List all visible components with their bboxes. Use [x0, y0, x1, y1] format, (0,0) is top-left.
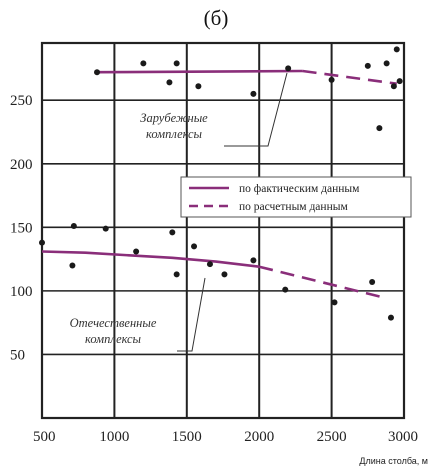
foreign-annotation-leader — [224, 72, 288, 147]
foreign-data-point — [140, 60, 147, 67]
foreign-data-point — [250, 90, 257, 97]
domestic-data-point — [169, 229, 176, 236]
foreign-data-point — [376, 125, 383, 132]
domestic-data-point — [191, 243, 198, 250]
foreign-data-point — [94, 69, 101, 76]
domestic-data-point — [250, 257, 257, 264]
foreign-data-point — [173, 60, 180, 67]
foreign-data-point — [166, 79, 173, 86]
y-tick-label: 50 — [10, 347, 25, 363]
domestic-data-point — [102, 225, 109, 232]
domestic-fit-calculated-line — [258, 265, 383, 299]
domestic-data-point — [39, 239, 45, 246]
annotations: Зарубежные комплексы Отечественные комплекс… — [70, 72, 288, 352]
domestic-data-point — [133, 248, 140, 255]
foreign-annotation-text: Зарубежные — [140, 111, 208, 125]
foreign-data-point — [396, 78, 403, 85]
y-tick-label: 150 — [10, 220, 33, 236]
foreign-data-point — [393, 46, 400, 53]
domestic-data-point — [173, 271, 180, 278]
y-tick-label: 100 — [10, 284, 33, 300]
foreign-data-point — [195, 83, 202, 90]
foreign-data-point — [328, 76, 335, 83]
x-tick-label: 500 — [33, 429, 56, 445]
legend-label: по фактическим данным — [239, 183, 360, 195]
domestic-annotation-text: Отечественные — [70, 316, 157, 330]
foreign-fit-actual-line — [96, 69, 303, 74]
foreign-data-point — [390, 83, 397, 90]
fit-lines — [41, 69, 397, 299]
domestic-data-point — [69, 262, 76, 269]
y-tick-label: 250 — [10, 93, 33, 109]
domestic-data-point — [387, 314, 394, 321]
domestic-annotation-leader — [177, 277, 206, 352]
foreign-data-point — [364, 62, 371, 69]
foreign-annotation-text: комплексы — [146, 127, 203, 141]
y-tick-label: 200 — [10, 157, 33, 173]
domestic-data-point — [331, 299, 338, 306]
legend: по фактическим данным по расчетным данным — [180, 176, 412, 218]
panel-label: (б) — [204, 6, 229, 30]
foreign-data-point — [285, 65, 292, 72]
domestic-fit-actual-line — [41, 250, 260, 268]
domestic-data-point — [221, 271, 228, 278]
data-points — [39, 46, 403, 321]
x-tick-label: 3000 — [388, 429, 418, 445]
x-tick-label: 2500 — [317, 429, 347, 445]
x-axis-label: Длина столба, м — [359, 456, 428, 466]
domestic-data-point — [369, 278, 376, 285]
tick-labels: 500 1000 1500 2000 2500 3000 50 100 150 200 250 — [10, 93, 418, 445]
foreign-fit-calculated-line — [302, 69, 397, 85]
foreign-data-point — [383, 60, 390, 67]
domestic-data-point — [282, 286, 289, 293]
legend-label: по расчетным данным — [239, 201, 348, 213]
domestic-data-point — [206, 261, 213, 268]
x-tick-label: 1000 — [99, 429, 129, 445]
x-tick-label: 1500 — [172, 429, 202, 445]
domestic-data-point — [70, 223, 77, 230]
plot-frame — [40, 41, 406, 420]
domestic-annotation-text: комплексы — [85, 332, 142, 346]
legend-box — [180, 176, 412, 218]
x-tick-label: 2000 — [244, 429, 274, 445]
grid — [40, 41, 406, 420]
